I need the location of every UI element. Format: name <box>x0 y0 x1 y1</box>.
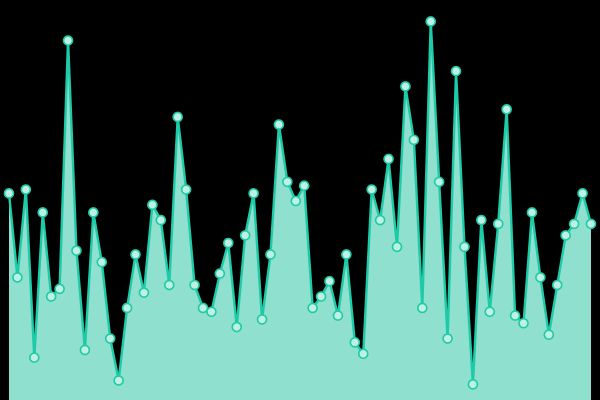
data-point-marker <box>518 317 529 329</box>
data-point-marker <box>357 348 369 360</box>
data-point-marker <box>298 180 310 192</box>
data-point-marker <box>535 272 546 283</box>
data-point-marker <box>54 283 65 295</box>
data-point-marker <box>349 337 361 348</box>
data-point-marker <box>88 207 99 218</box>
data-point-marker <box>307 302 318 314</box>
data-point-marker <box>231 321 243 333</box>
data-point-marker <box>62 35 74 46</box>
data-point-marker <box>400 81 411 92</box>
data-point-marker <box>383 153 394 165</box>
data-point-marker <box>239 230 251 241</box>
data-point-marker <box>96 256 108 268</box>
data-point-marker <box>138 287 150 298</box>
data-point-marker <box>526 207 538 218</box>
data-point-marker <box>79 344 91 356</box>
data-point-marker <box>28 352 40 363</box>
data-point-marker <box>223 237 234 249</box>
data-point-marker <box>12 272 23 283</box>
data-point-marker <box>130 249 141 260</box>
data-point-marker <box>163 279 175 291</box>
data-point-marker <box>484 306 496 318</box>
data-point-marker <box>442 333 453 344</box>
data-point-marker <box>341 249 352 260</box>
data-point-marker <box>585 218 597 230</box>
data-point-marker <box>551 279 563 291</box>
data-point-marker <box>3 188 15 199</box>
data-point-marker <box>71 245 82 256</box>
data-point-markers <box>3 16 597 390</box>
data-point-marker <box>374 214 386 226</box>
data-point-marker <box>37 207 49 218</box>
data-point-marker <box>501 104 512 115</box>
data-point-marker <box>467 379 479 390</box>
data-point-marker <box>332 310 344 321</box>
data-point-marker <box>282 176 293 188</box>
data-point-marker <box>197 302 209 314</box>
data-point-marker <box>476 214 487 226</box>
data-point-marker <box>180 184 192 195</box>
data-point-marker <box>560 230 572 241</box>
data-point-marker <box>568 218 580 230</box>
data-point-marker <box>543 329 555 341</box>
data-point-marker <box>248 188 259 199</box>
data-point-marker <box>206 306 217 318</box>
chart-plot-area <box>3 16 597 400</box>
data-point-marker <box>265 249 276 260</box>
data-point-marker <box>450 65 462 77</box>
data-point-marker <box>408 134 420 146</box>
data-point-marker <box>121 302 133 314</box>
data-point-marker <box>290 195 302 207</box>
data-point-marker <box>189 279 200 291</box>
data-point-marker <box>366 184 378 195</box>
data-point-marker <box>256 314 268 325</box>
area-line-path <box>7 20 593 386</box>
data-point-marker <box>104 333 116 344</box>
data-point-marker <box>509 310 521 321</box>
data-point-marker <box>147 199 158 211</box>
data-point-marker <box>459 241 470 253</box>
data-point-marker <box>214 268 226 279</box>
data-point-marker <box>577 188 588 199</box>
data-point-marker <box>425 16 437 27</box>
data-point-marker <box>416 302 428 314</box>
data-point-marker <box>492 218 504 230</box>
data-point-marker <box>324 275 335 287</box>
data-point-marker <box>155 214 167 226</box>
data-point-marker <box>45 291 57 302</box>
data-point-marker <box>433 176 445 188</box>
data-point-marker <box>20 184 32 195</box>
data-point-marker <box>391 241 403 253</box>
data-point-marker <box>113 375 124 386</box>
data-point-marker <box>273 119 285 130</box>
data-point-marker <box>315 291 327 302</box>
data-point-marker <box>172 111 183 123</box>
